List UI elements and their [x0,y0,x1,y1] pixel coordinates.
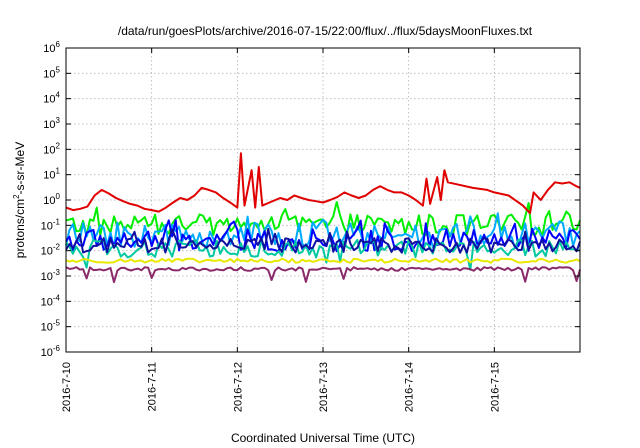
y-tick-exponent: -4 [53,293,61,302]
y-tick-label: 106 [43,40,60,55]
y-tick-base: 10 [43,170,55,182]
x-tick-label: 2016-7-14 [404,362,416,412]
y-tick-label: 10-2 [41,243,61,258]
series-line [65,219,581,253]
series-layer [65,152,581,284]
y-tick-exponent: -2 [53,243,61,252]
chart-title: /data/run/goesPlots/archive/2016-07-15/2… [118,24,533,38]
y-tick-exponent: 4 [56,91,61,100]
y-axis-label: protons/cm2-s-sr-MeV [12,142,27,258]
x-axis-label: Coordinated Universal Time (UTC) [231,431,415,445]
y-tick-exponent: 1 [56,167,61,176]
y-tick-base: 10 [41,322,53,334]
y-tick-base: 10 [43,68,55,80]
series-line [65,227,581,254]
x-tick-label: 2016-7-15 [489,362,501,412]
ticks [65,47,580,353]
y-axis-label-suffix: -s-sr-MeV [13,142,27,195]
y-tick-exponent: -6 [53,344,61,353]
y-tick-label: 105 [43,65,60,80]
y-tick-label: 10-1 [41,217,61,232]
x-tick-label: 2016-7-12 [232,362,244,412]
series-line [65,266,581,284]
series-line [65,257,581,264]
y-tick-exponent: -5 [53,319,61,328]
series-line [65,238,581,271]
y-tick-label: 10-3 [41,268,61,283]
y-tick-exponent: -1 [53,217,61,226]
y-tick-label: 10-6 [41,344,61,359]
y-tick-exponent: 6 [56,40,61,49]
y-tick-label: 103 [43,116,60,131]
x-tick-label: 2016-7-10 [61,362,73,412]
y-tick-label: 10-4 [41,293,61,308]
y-axis-label-sup: 2 [12,194,21,199]
y-tick-label: 102 [43,141,60,156]
y-tick-base: 10 [41,296,53,308]
y-tick-label: 100 [43,192,60,207]
y-tick-base: 10 [41,347,53,359]
y-tick-label: 104 [43,91,60,106]
series-line [65,152,581,215]
y-tick-base: 10 [43,144,55,156]
x-tick-label: 2016-7-13 [318,362,330,412]
y-tick-exponent: 2 [56,141,61,150]
y-tick-base: 10 [43,195,55,207]
x-tick-label: 2016-7-11 [147,362,159,411]
y-tick-base: 10 [43,119,55,131]
y-tick-label: 10-5 [41,319,61,334]
y-axis-label-prefix: protons/cm [13,199,27,258]
y-tick-base: 10 [43,94,55,106]
y-tick-base: 10 [41,271,53,283]
y-tick-base: 10 [41,246,53,258]
y-tick-label: 101 [43,167,60,182]
y-tick-exponent: 0 [56,192,61,201]
grid [66,48,580,352]
x-tick-labels: 2016-7-10 2016-7-11 2016-7-12 2016-7-13 2016… [61,362,501,412]
y-tick-base: 10 [43,43,55,55]
y-tick-base: 10 [41,220,53,232]
y-tick-exponent: 5 [56,65,61,74]
y-tick-exponent: 3 [56,116,61,125]
y-tick-exponent: -3 [53,268,61,277]
y-tick-labels: 10-610-510-410-310-210-11001011021031041… [41,40,61,359]
